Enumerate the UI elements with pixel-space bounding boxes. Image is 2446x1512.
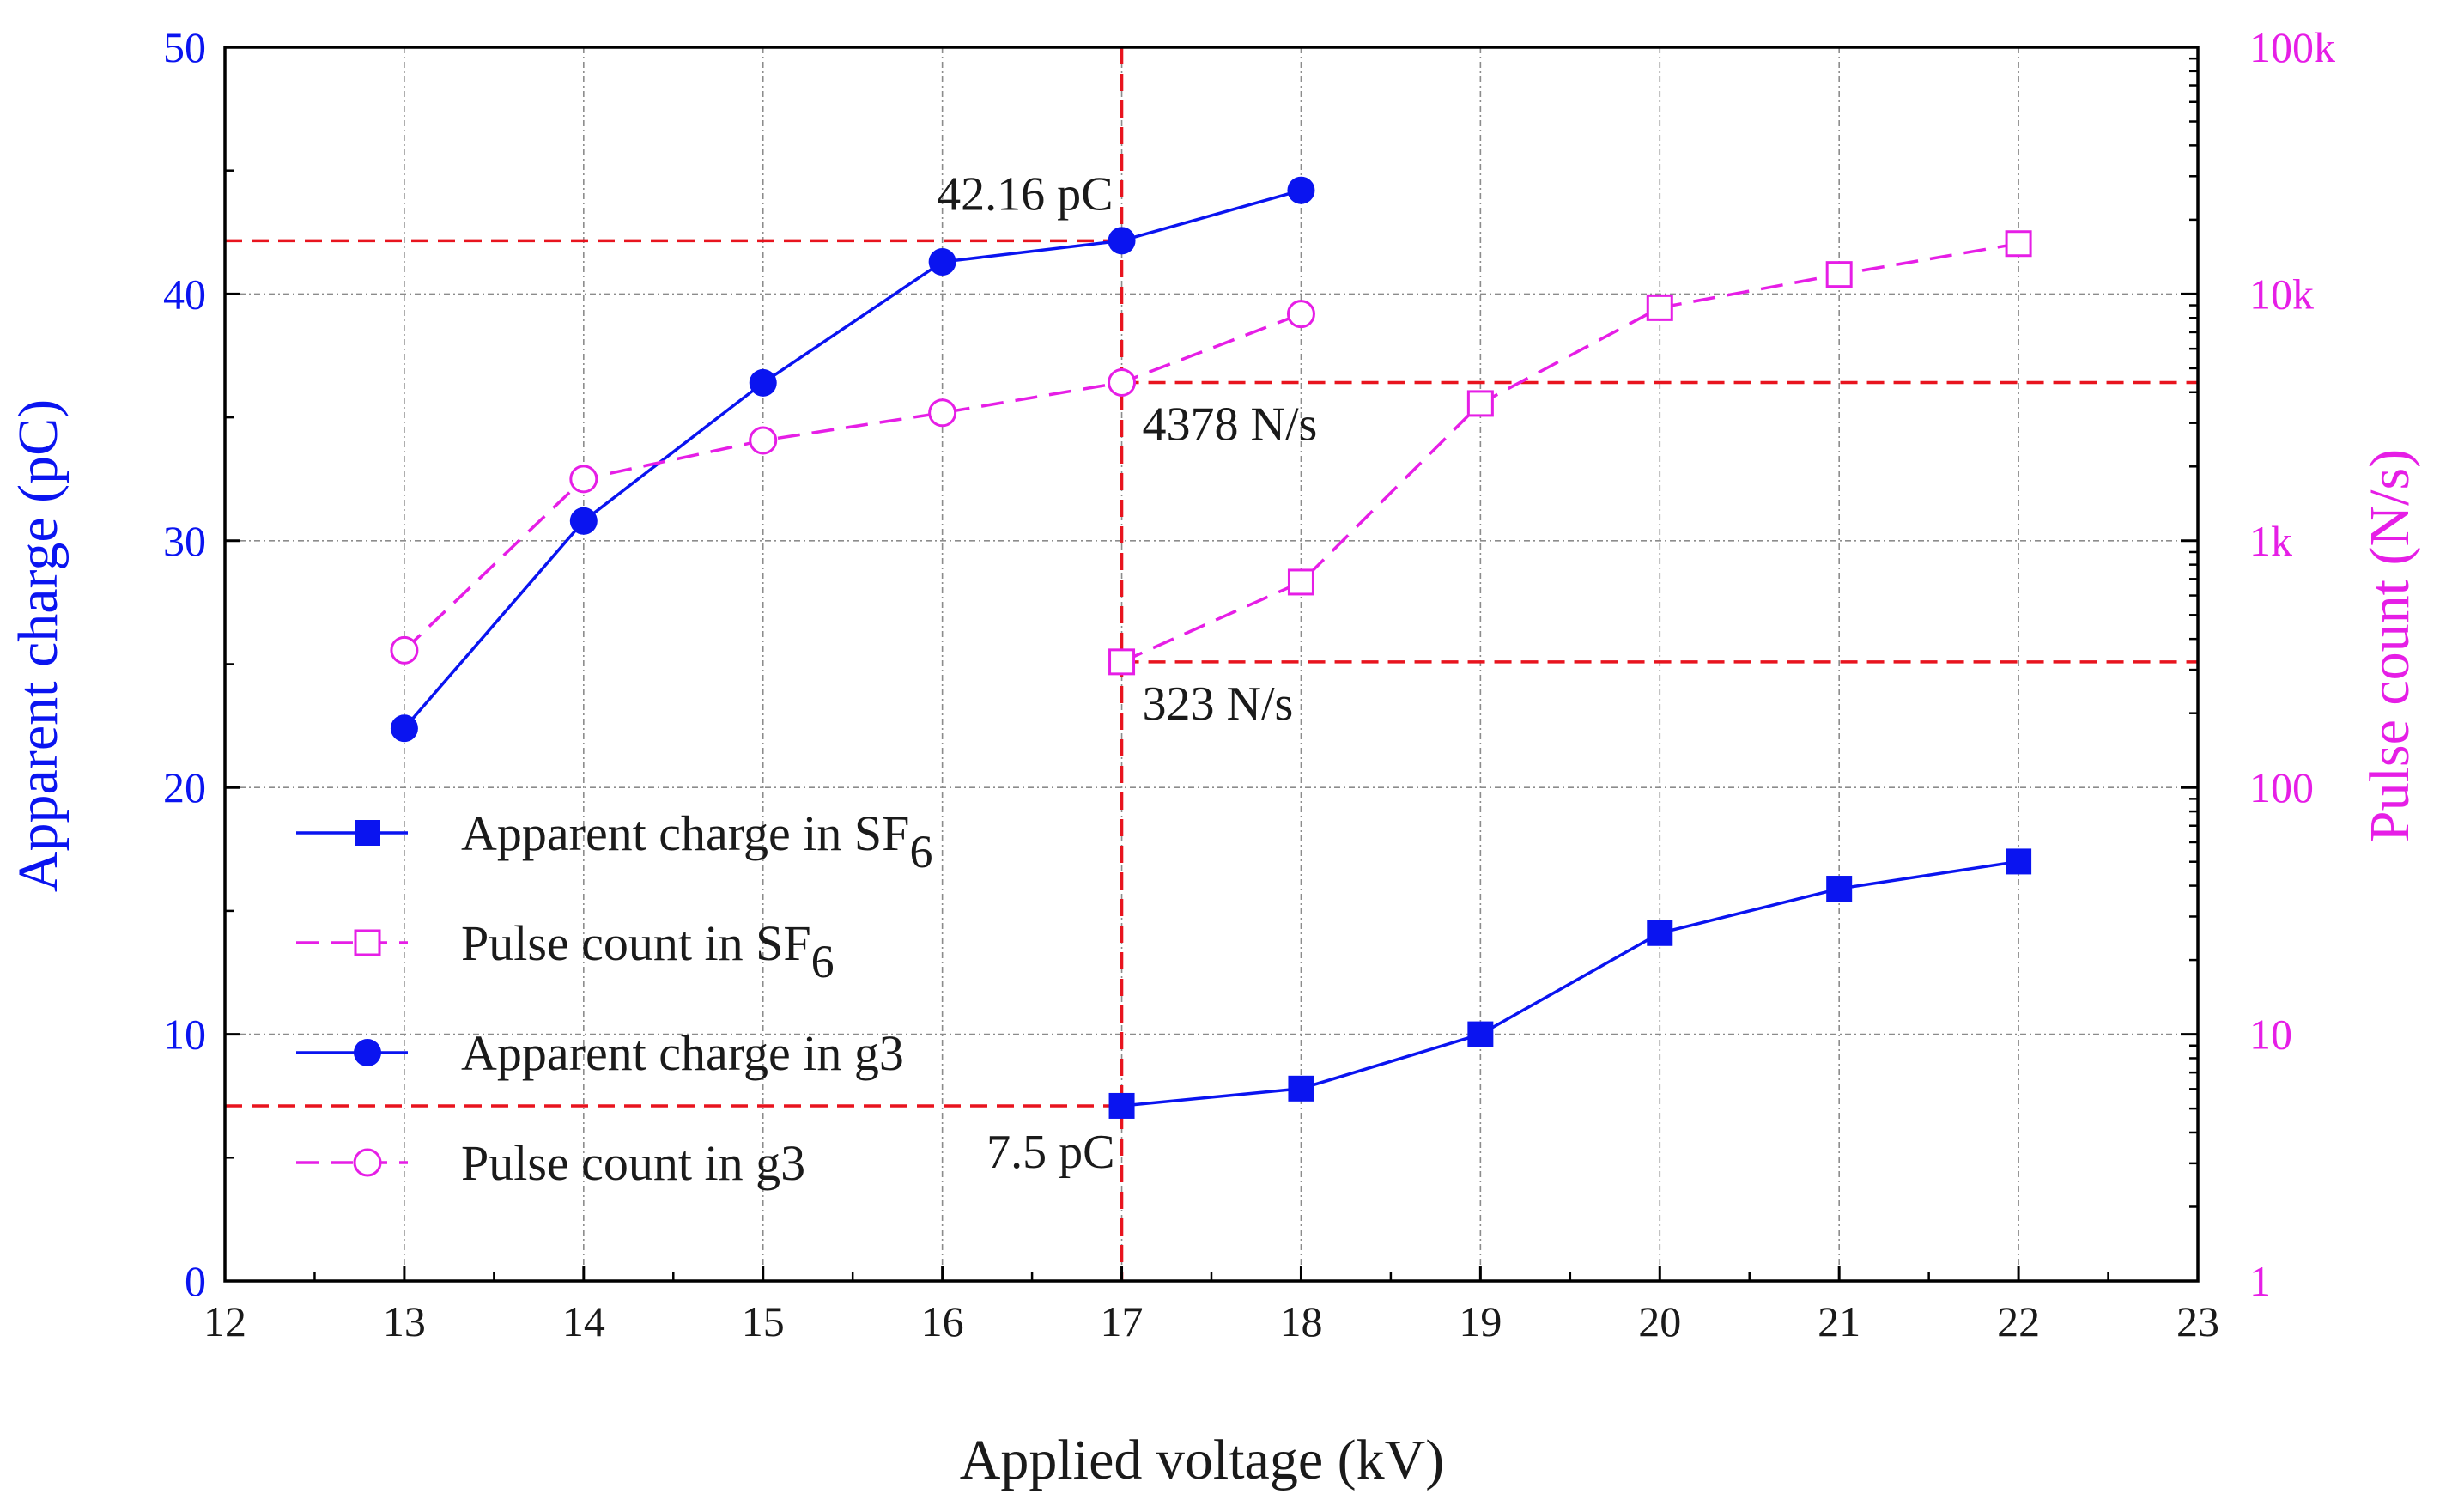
- data-point: [749, 368, 777, 397]
- data-point: [1825, 261, 1853, 288]
- data-point: [1108, 367, 1137, 397]
- series-lines: [403, 189, 2019, 1108]
- axis-ticks: [223, 46, 2200, 1283]
- data-point: [2005, 230, 2032, 258]
- x-tick-label: 20: [1638, 1297, 1681, 1345]
- y-tick-label: 10: [163, 1011, 206, 1059]
- x-axis-title: Applied voltage (kV): [960, 1429, 1445, 1491]
- legend: Apparent charge in SF6 Pulse count in SF6…: [296, 805, 932, 1191]
- series-line-1: [1121, 859, 2019, 1108]
- x-tick-label: 13: [383, 1297, 426, 1345]
- y-tick-label: 30: [163, 517, 206, 565]
- y2-tick-label: 10: [2249, 1011, 2292, 1059]
- data-point: [1467, 1021, 1494, 1047]
- x-tick-label: 15: [742, 1297, 785, 1345]
- y-tick-labels: 0 10 20 30 40 50: [163, 23, 206, 1305]
- data-point: [390, 635, 419, 665]
- legend-marker: [353, 1148, 382, 1177]
- legend-label: Pulse count in SF6: [461, 915, 835, 987]
- data-point: [2006, 848, 2032, 875]
- y-tick-label: 40: [163, 270, 206, 318]
- data-point: [928, 248, 956, 276]
- data-point: [1287, 176, 1315, 204]
- annotation: 323 N/s: [1143, 677, 1294, 731]
- legend-label: Apparent charge in g3: [461, 1025, 904, 1081]
- data-point: [569, 507, 598, 535]
- x-tick-label: 12: [203, 1297, 246, 1345]
- annotation: 7.5 pC: [986, 1126, 1114, 1179]
- data-point: [390, 714, 418, 743]
- data-point: [1647, 920, 1673, 946]
- y2-axis-title: Pulse count (N/s): [2358, 449, 2421, 842]
- y2-tick-label: 100: [2249, 763, 2314, 811]
- y2-tick-labels: 1 10 100 1k 10k 100k: [2249, 23, 2335, 1305]
- data-point: [749, 426, 778, 455]
- y-axis-title: Apparent charge (pC): [7, 399, 70, 892]
- y-tick-label: 20: [163, 763, 206, 811]
- x-tick-label: 14: [562, 1297, 605, 1345]
- legend-marker: [354, 1039, 381, 1066]
- legend-label: Apparent charge in SF6: [461, 805, 932, 877]
- data-point: [1466, 390, 1494, 417]
- x-tick-label: 23: [2176, 1297, 2219, 1345]
- series-line-4: [403, 313, 1302, 652]
- x-tick-label: 16: [921, 1297, 964, 1345]
- series-markers: [390, 176, 2032, 1119]
- legend-marker: [355, 820, 380, 846]
- y2-tick-label: 100k: [2249, 23, 2335, 71]
- x-tick-label: 21: [1818, 1297, 1860, 1345]
- x-tick-label: 22: [1997, 1297, 2040, 1345]
- data-point: [569, 465, 598, 494]
- x-tick-label: 19: [1459, 1297, 1502, 1345]
- legend-label: Pulse count in g3: [461, 1135, 805, 1191]
- data-point: [1826, 876, 1853, 902]
- series-line-3: [403, 189, 1302, 730]
- y2-tick-label: 1: [2249, 1257, 2271, 1305]
- y-tick-label: 50: [163, 23, 206, 71]
- y2-tick-label: 1k: [2249, 517, 2292, 565]
- data-point: [1287, 568, 1314, 596]
- data-point: [928, 398, 957, 428]
- data-point: [1108, 648, 1136, 676]
- x-tick-labels: 12 13 14 15 16 17 18 19 20 21 22 23: [203, 1297, 2219, 1345]
- annotation: 42.16 pC: [937, 167, 1113, 221]
- data-point: [1108, 227, 1136, 255]
- annotations: 42.16 pC 4378 N/s 323 N/s 7.5 pC: [937, 167, 1317, 1179]
- legend-marker: [354, 929, 381, 956]
- x-tick-label: 18: [1279, 1297, 1322, 1345]
- data-point: [1286, 300, 1315, 329]
- annotation: 4378 N/s: [1143, 398, 1318, 451]
- y2-tick-label: 10k: [2249, 270, 2314, 318]
- data-point: [1288, 1075, 1314, 1102]
- series-line-2: [1120, 242, 2019, 664]
- data-point: [1646, 294, 1673, 321]
- y-tick-label: 0: [185, 1257, 206, 1305]
- data-point: [1108, 1092, 1135, 1119]
- x-tick-label: 17: [1101, 1297, 1144, 1345]
